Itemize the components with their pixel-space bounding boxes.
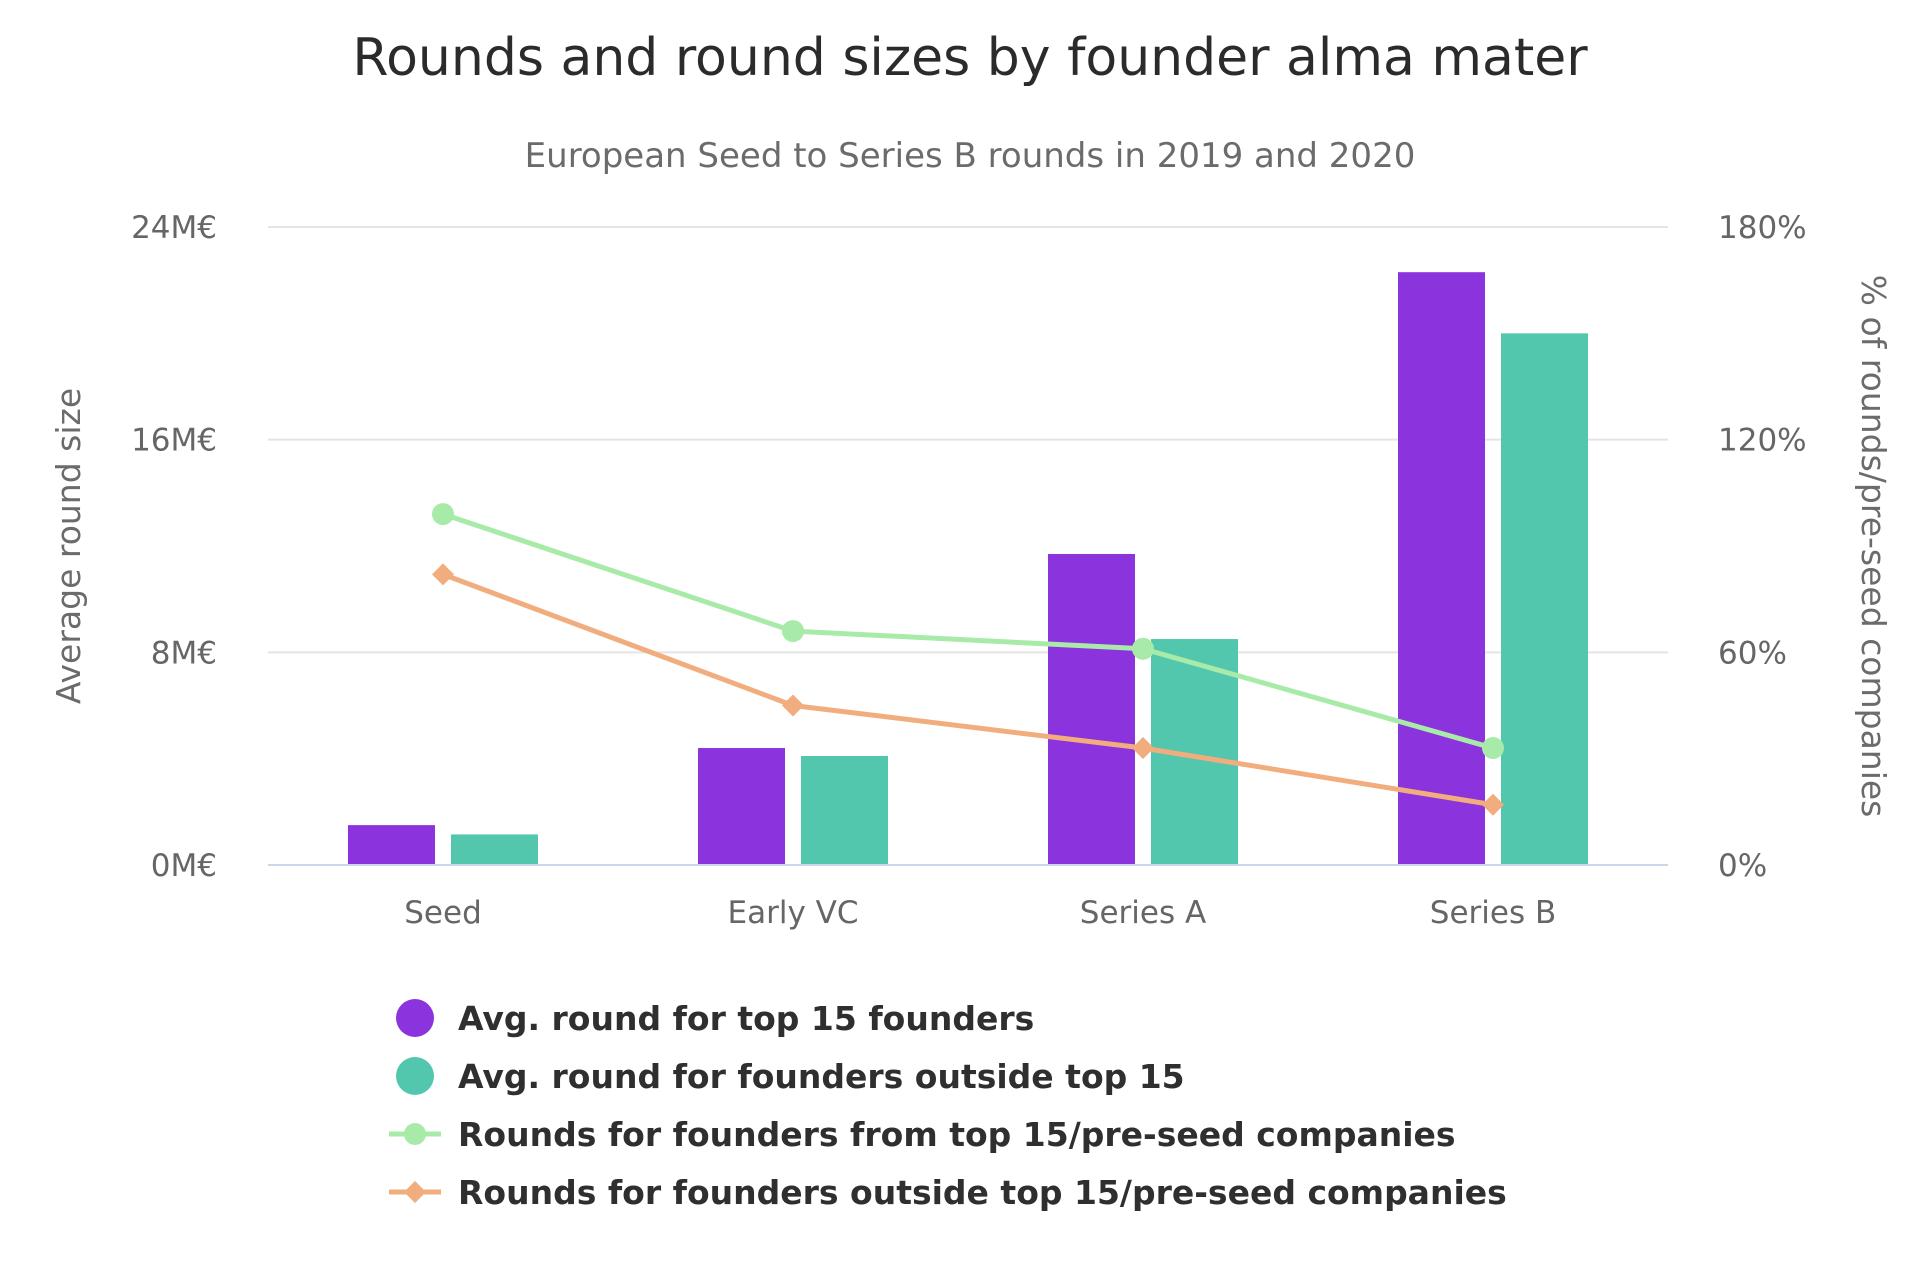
legend-swatch-circle — [396, 1057, 434, 1095]
bars — [348, 272, 1588, 866]
legend-label[interactable]: Avg. round for founders outside top 15 — [458, 1057, 1185, 1096]
y-right-tick-label: 0% — [1718, 848, 1767, 884]
line-point[interactable] — [1482, 737, 1504, 760]
y-left-tick-label: 24M€ — [131, 210, 217, 246]
line-point[interactable] — [432, 563, 454, 586]
y-right-tick-label: 180% — [1718, 210, 1807, 246]
y-axis-left-title: Average round size — [49, 388, 88, 704]
legend-swatch-circle — [396, 999, 434, 1037]
line-series-1 — [442, 511, 1494, 751]
bar-1[interactable] — [698, 748, 785, 865]
y-left-tick-label: 0M€ — [151, 848, 217, 884]
axes: 0M€ 8M€ 16M€ 24M€ 0% 60% 120% 180% Seed Early VC S… — [131, 210, 1807, 931]
line-point[interactable] — [782, 694, 804, 717]
legend-label[interactable]: Rounds for founders from top 15/pre-seed… — [458, 1115, 1456, 1154]
legend-label[interactable]: Avg. round for top 15 founders — [458, 999, 1034, 1038]
bar-2[interactable] — [1501, 333, 1588, 865]
x-tick-label: Series A — [1080, 895, 1206, 931]
line-series-2 — [442, 572, 1494, 808]
bar-1[interactable] — [348, 825, 435, 865]
y-left-tick-label: 8M€ — [151, 635, 217, 671]
y-right-tick-label: 60% — [1718, 635, 1787, 671]
bar-1[interactable] — [1398, 272, 1485, 866]
x-tick-label: Early VC — [728, 895, 859, 931]
line-point[interactable] — [1132, 737, 1154, 760]
line-point[interactable] — [1132, 637, 1154, 660]
y-axis-right-title: % of rounds/pre-seed companies — [1854, 275, 1893, 818]
legend-label[interactable]: Rounds for founders outside top 15/pre-s… — [458, 1173, 1507, 1212]
bar-2[interactable] — [801, 756, 888, 865]
bar-2[interactable] — [451, 834, 538, 865]
lines — [432, 503, 1504, 816]
chart-title: Rounds and round sizes by founder alma m… — [352, 28, 1588, 88]
x-tick-label: Series B — [1430, 895, 1556, 931]
line-point[interactable] — [782, 620, 804, 643]
legend-swatch-marker — [404, 1123, 426, 1145]
y-right-tick-label: 120% — [1718, 423, 1807, 459]
legend-swatch-marker — [404, 1181, 426, 1203]
legend: Avg. round for top 15 founders Avg. round… — [389, 999, 1507, 1212]
chart-subtitle: European Seed to Series B rounds in 2019… — [525, 136, 1416, 176]
line-point[interactable] — [1482, 793, 1504, 816]
y-left-tick-label: 16M€ — [131, 423, 217, 459]
line-point[interactable] — [432, 503, 454, 526]
bar-1[interactable] — [1048, 553, 1135, 865]
x-tick-label: Seed — [404, 895, 482, 931]
